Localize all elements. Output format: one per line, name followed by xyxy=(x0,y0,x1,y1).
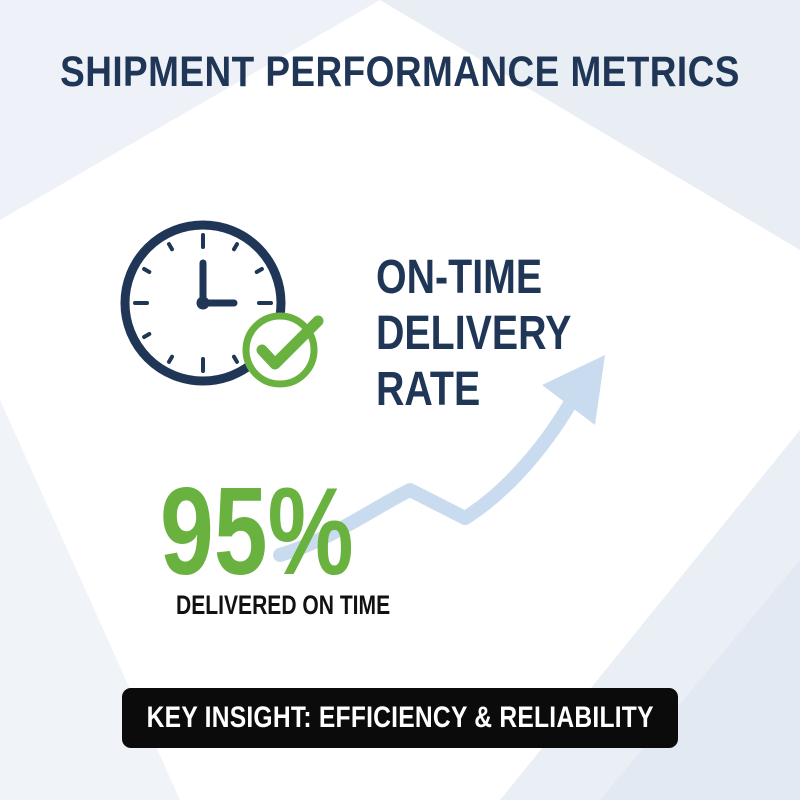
metric-caption: DELIVERED ON TIME xyxy=(176,590,391,620)
key-insight-banner: KEY INSIGHT: EFFICIENCY & RELIABILITY xyxy=(122,688,678,748)
upward-trend-arrow-icon xyxy=(273,355,605,562)
metric-value: 95% xyxy=(160,463,354,601)
page-title: SHIPMENT PERFORMANCE METRICS xyxy=(60,48,740,96)
metric-title-line: DELIVERY xyxy=(376,307,572,360)
checkmark-badge-icon xyxy=(242,312,318,388)
metric-title-line: RATE xyxy=(376,363,481,416)
metric-title: ON-TIME DELIVERY RATE xyxy=(376,250,589,418)
checkmark-icon xyxy=(256,315,324,370)
clock-with-checkmark-icon xyxy=(120,220,324,388)
metric-title-line: ON-TIME xyxy=(376,251,543,304)
key-insight-text: KEY INSIGHT: EFFICIENCY & RELIABILITY xyxy=(146,701,654,734)
